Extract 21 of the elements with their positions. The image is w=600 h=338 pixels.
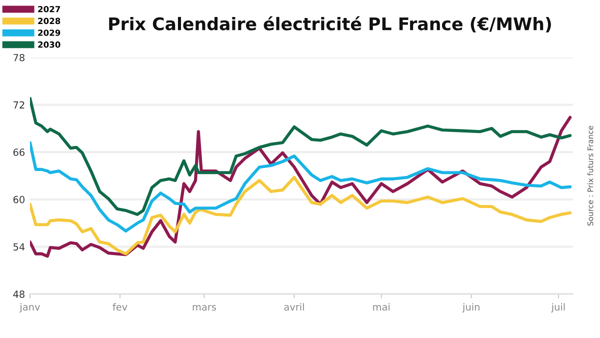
line-series [30, 96, 572, 216]
line-series [30, 141, 572, 232]
line-series [30, 176, 572, 256]
chart-title: Prix Calendaire électricité PL France (€/MWh) [109, 16, 551, 32]
y-tick-label: 60 [13, 196, 24, 204]
legend-label: 2027 [38, 6, 60, 12]
x-tick-label: juin [462, 303, 480, 312]
y-tick-label: 72 [14, 101, 24, 108]
y-tick-label: 78 [14, 54, 24, 62]
x-tick-label: janv [20, 303, 40, 312]
y-tick-label: 48 [13, 290, 24, 298]
legend-label: 2030 [38, 41, 60, 48]
x-tick-label: fev [112, 303, 128, 311]
x-tick-label: mai [373, 303, 390, 311]
y-tick-label: 54 [14, 243, 25, 251]
x-tick-label: juil [551, 303, 565, 312]
y-tick-label: 66 [13, 148, 25, 156]
legend-label: 2029 [38, 30, 60, 36]
x-tick-label: avril [284, 303, 304, 311]
legend-label: 2028 [38, 18, 60, 24]
x-tick-label: mars [192, 305, 216, 311]
